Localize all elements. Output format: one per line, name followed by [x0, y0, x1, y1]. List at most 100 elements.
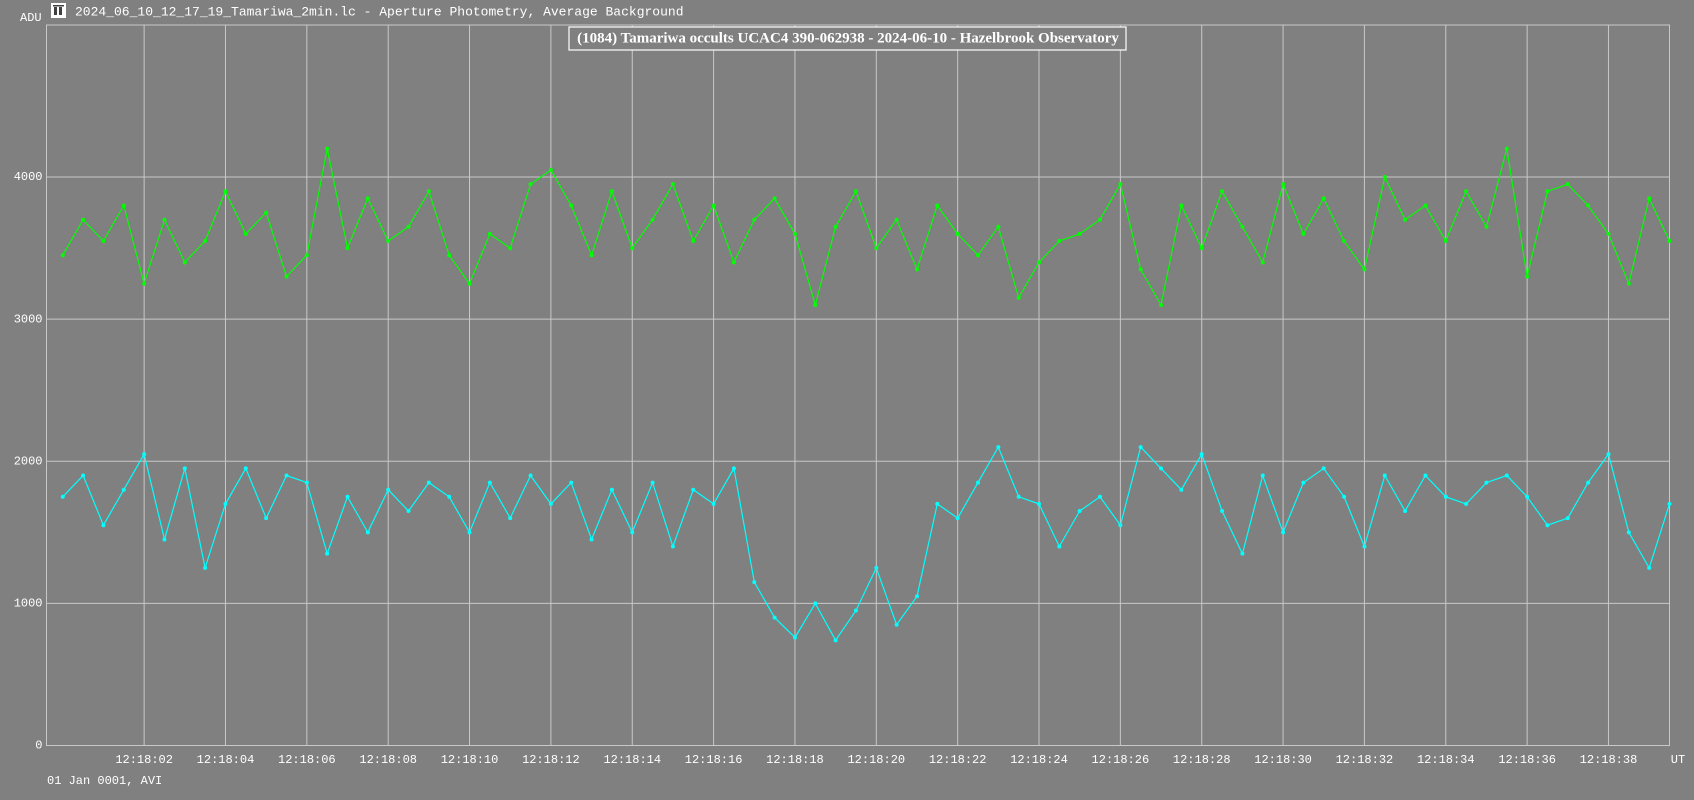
data-point: [894, 217, 899, 222]
y-tick-label: 2000: [14, 454, 43, 468]
y-axis-label: ADU: [20, 11, 42, 25]
data-point: [1464, 189, 1469, 194]
data-point: [60, 494, 65, 499]
data-point: [223, 501, 228, 506]
x-tick-label: 12:18:02: [115, 753, 173, 767]
data-line: [62, 445, 1671, 642]
data-point: [1118, 523, 1123, 528]
data-point: [894, 622, 899, 627]
data-point: [1179, 487, 1184, 492]
data-point: [1342, 239, 1347, 244]
data-point: [792, 231, 797, 236]
data-point: [731, 466, 736, 471]
data-point: [833, 224, 838, 229]
data-point: [1260, 473, 1265, 478]
data-point: [325, 551, 330, 556]
data-point: [1098, 494, 1103, 499]
y-tick-label: 3000: [14, 312, 43, 326]
data-point: [386, 239, 391, 244]
data-point: [1525, 494, 1530, 499]
data-point: [386, 487, 391, 492]
data-point: [691, 239, 696, 244]
data-point: [528, 182, 533, 187]
data-point: [975, 480, 980, 485]
data-point: [650, 480, 655, 485]
data-point: [243, 466, 248, 471]
data-point: [711, 203, 716, 208]
data-point: [1159, 302, 1164, 307]
data-point: [467, 530, 472, 535]
data-point: [426, 189, 431, 194]
series: [60, 445, 1672, 643]
data-point: [731, 260, 736, 265]
data-point: [365, 530, 370, 535]
data-point: [1301, 480, 1306, 485]
x-tick-label: 12:18:08: [359, 753, 417, 767]
data-point: [772, 615, 777, 620]
data-point: [1037, 260, 1042, 265]
data-point: [1423, 473, 1428, 478]
y-tick-label: 0: [35, 739, 42, 753]
data-point: [1281, 182, 1286, 187]
data-point: [569, 203, 574, 208]
data-point: [853, 608, 858, 613]
data-line: [62, 148, 1671, 308]
title-box: [568, 26, 1127, 51]
data-point: [874, 565, 879, 570]
data-point: [609, 189, 614, 194]
data-point: [1545, 189, 1550, 194]
data-point: [528, 473, 533, 478]
x-tick-label: 12:18:20: [847, 753, 905, 767]
data-point: [1159, 466, 1164, 471]
data-point: [1586, 480, 1591, 485]
data-point: [996, 224, 1001, 229]
data-point: [203, 239, 208, 244]
data-point: [1037, 501, 1042, 506]
data-point: [1281, 530, 1286, 535]
data-point: [1362, 267, 1367, 272]
data-point: [142, 281, 147, 286]
data-point: [1647, 196, 1652, 201]
x-tick-label: 12:18:16: [685, 753, 743, 767]
data-point: [1423, 203, 1428, 208]
data-point: [1240, 551, 1245, 556]
data-point: [955, 516, 960, 521]
data-point: [996, 445, 1001, 450]
data-point: [1077, 509, 1082, 514]
data-point: [813, 601, 818, 606]
data-point: [1626, 281, 1631, 286]
data-point: [1199, 452, 1204, 457]
x-tick-label: 12:18:12: [522, 753, 580, 767]
data-point: [162, 537, 167, 542]
data-point: [1057, 544, 1062, 549]
data-point: [203, 565, 208, 570]
data-point: [1525, 274, 1530, 279]
data-point: [548, 167, 553, 172]
data-point: [1504, 146, 1509, 151]
data-point: [1016, 295, 1021, 300]
data-point: [121, 203, 126, 208]
data-point: [60, 253, 65, 258]
data-point: [1565, 516, 1570, 521]
data-point: [447, 494, 452, 499]
data-point: [1667, 501, 1672, 506]
data-point: [650, 217, 655, 222]
data-point: [1382, 175, 1387, 180]
data-point: [467, 281, 472, 286]
data-point: [914, 594, 919, 599]
data-point: [182, 466, 187, 471]
data-point: [1606, 231, 1611, 236]
data-point: [1362, 544, 1367, 549]
data-point: [365, 196, 370, 201]
data-point: [1647, 565, 1652, 570]
data-point: [853, 189, 858, 194]
data-point: [81, 217, 86, 222]
data-point: [1382, 473, 1387, 478]
data-point: [101, 239, 106, 244]
data-point: [243, 231, 248, 236]
data-point: [874, 246, 879, 251]
data-point: [670, 544, 675, 549]
data-point: [1667, 239, 1672, 244]
